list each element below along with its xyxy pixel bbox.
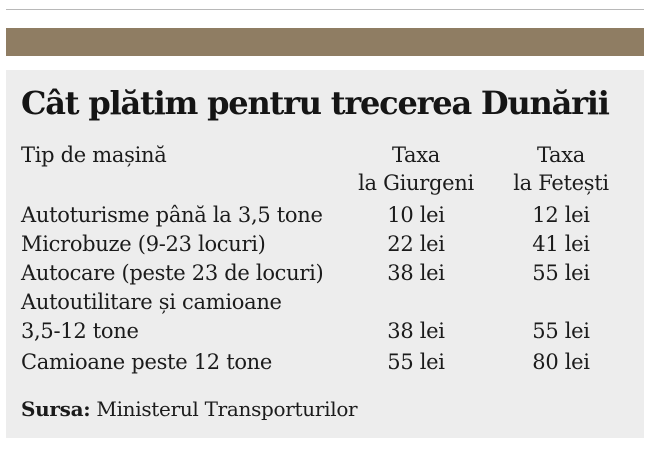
info-panel: Cât plătim pentru trecerea Dunării Tip d… <box>6 70 644 438</box>
top-divider <box>6 9 644 10</box>
row-type: Autoturisme până la 3,5 tone <box>21 203 323 227</box>
row-type: Autoutilitare și camioane <box>21 290 282 314</box>
row-giurgeni-fee: 55 lei <box>387 350 445 374</box>
panel-title: Cât plătim pentru trecerea Dunării <box>21 84 610 122</box>
row-giurgeni-fee: 38 lei <box>387 319 445 343</box>
row-fetesti-fee: 55 lei <box>532 261 590 285</box>
header-vehicle-type: Tip de mașină <box>21 143 167 167</box>
source-line: Sursa: Ministerul Transporturilor <box>21 396 358 422</box>
row-giurgeni-fee: 22 lei <box>387 232 445 256</box>
row-type: Microbuze (9-23 locuri) <box>21 232 266 256</box>
header-giurgeni-line2: la Giurgeni <box>358 171 474 195</box>
header-fetesti-line1: Taxa <box>536 143 586 167</box>
row-type: Autocare (peste 23 de locuri) <box>21 261 324 285</box>
row-giurgeni-fee: 38 lei <box>387 261 445 285</box>
row-type-line2: 3,5-12 tone <box>21 319 139 343</box>
header-giurgeni-line1: Taxa <box>391 143 441 167</box>
row-fetesti-fee: 55 lei <box>532 319 590 343</box>
header-fetesti-line2: la Fetești <box>513 171 609 195</box>
source-value: Ministerul Transporturilor <box>96 397 358 421</box>
row-type: Camioane peste 12 tone <box>21 350 273 374</box>
row-fetesti-fee: 41 lei <box>532 232 590 256</box>
source-label: Sursa: <box>21 397 91 421</box>
row-fetesti-fee: 12 lei <box>532 203 590 227</box>
row-fetesti-fee: 80 lei <box>532 350 590 374</box>
row-giurgeni-fee: 10 lei <box>387 203 445 227</box>
accent-bar <box>6 28 644 56</box>
